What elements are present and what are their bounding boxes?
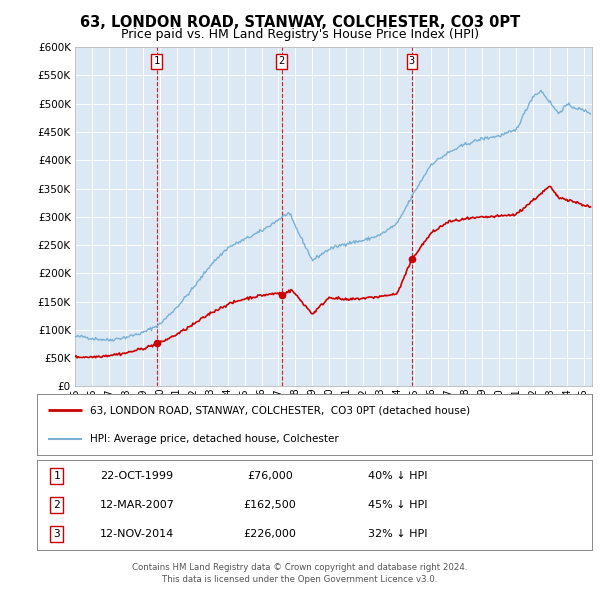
Text: 12-NOV-2014: 12-NOV-2014 — [100, 529, 174, 539]
Text: 1: 1 — [53, 471, 60, 481]
Text: £226,000: £226,000 — [244, 529, 296, 539]
Text: 2: 2 — [278, 57, 285, 67]
Text: £76,000: £76,000 — [247, 471, 293, 481]
Text: 2: 2 — [53, 500, 60, 510]
Text: HPI: Average price, detached house, Colchester: HPI: Average price, detached house, Colc… — [90, 434, 338, 444]
Text: 3: 3 — [53, 529, 60, 539]
Text: 63, LONDON ROAD, STANWAY, COLCHESTER,  CO3 0PT (detached house): 63, LONDON ROAD, STANWAY, COLCHESTER, CO… — [90, 405, 470, 415]
Text: £162,500: £162,500 — [244, 500, 296, 510]
Text: 3: 3 — [409, 57, 415, 67]
Text: 40% ↓ HPI: 40% ↓ HPI — [368, 471, 427, 481]
Text: 63, LONDON ROAD, STANWAY, COLCHESTER, CO3 0PT: 63, LONDON ROAD, STANWAY, COLCHESTER, CO… — [80, 15, 520, 30]
Text: 1: 1 — [154, 57, 160, 67]
Text: 22-OCT-1999: 22-OCT-1999 — [100, 471, 173, 481]
Text: 12-MAR-2007: 12-MAR-2007 — [100, 500, 175, 510]
Text: 32% ↓ HPI: 32% ↓ HPI — [368, 529, 427, 539]
Text: Contains HM Land Registry data © Crown copyright and database right 2024.: Contains HM Land Registry data © Crown c… — [132, 563, 468, 572]
Text: 45% ↓ HPI: 45% ↓ HPI — [368, 500, 427, 510]
Text: This data is licensed under the Open Government Licence v3.0.: This data is licensed under the Open Gov… — [163, 575, 437, 584]
Text: Price paid vs. HM Land Registry's House Price Index (HPI): Price paid vs. HM Land Registry's House … — [121, 28, 479, 41]
